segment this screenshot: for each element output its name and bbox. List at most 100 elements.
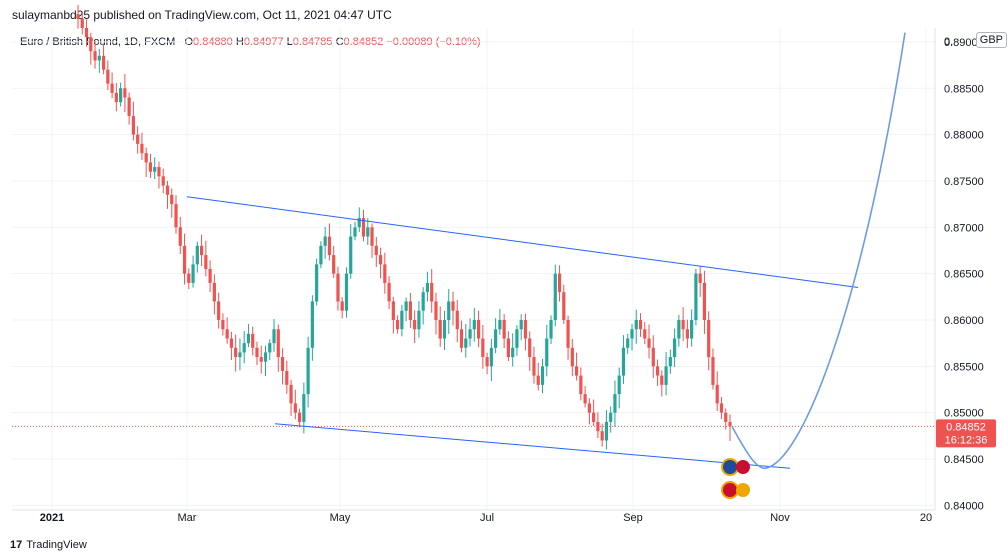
last-price-tag [936, 419, 996, 448]
candle-body [161, 176, 165, 186]
candle-body [472, 319, 476, 330]
candle-body [136, 134, 140, 144]
candle-body [221, 319, 225, 330]
candle-body [148, 162, 153, 172]
candle-body [668, 357, 672, 367]
candle-body [131, 116, 135, 135]
candle-body [647, 338, 651, 348]
candle-body [583, 394, 587, 404]
candle-body [157, 167, 161, 177]
candle-body [195, 245, 199, 265]
candle-body [609, 412, 613, 422]
candle-body [549, 319, 553, 339]
candle-body [630, 329, 634, 339]
candle-body [523, 319, 528, 339]
candle-body [199, 245, 204, 256]
candle-body [119, 88, 123, 103]
candle-body [592, 412, 596, 422]
x-tick-label: Mar [178, 512, 197, 524]
candle-body [212, 282, 216, 302]
candle-body [660, 375, 664, 385]
candle-body [489, 347, 493, 367]
candle-body [285, 370, 289, 385]
candle-body [442, 319, 447, 339]
candle-body [408, 301, 412, 320]
candle-body [557, 273, 562, 293]
candle-body [336, 273, 340, 302]
candle-body [101, 55, 106, 70]
candle-body [370, 227, 374, 246]
candle-body [297, 412, 302, 422]
candle-body [306, 347, 310, 395]
channel-upper-line [186, 196, 859, 289]
candle-body [711, 357, 715, 385]
candle-body [728, 421, 732, 427]
candle-body [225, 329, 229, 339]
candle-body [651, 347, 655, 367]
candle-body [344, 273, 349, 311]
candle-body [170, 194, 174, 205]
candle-body [553, 273, 557, 320]
candle-body [719, 403, 724, 413]
candle-body [293, 403, 297, 413]
candle-body [217, 301, 221, 320]
candle-body [681, 319, 685, 330]
candle-body [391, 301, 395, 320]
candle-body [511, 347, 515, 358]
candle-body [476, 319, 481, 339]
y-tick-label: 0.86500 [944, 269, 984, 281]
y-tick-label: 0.84000 [944, 500, 984, 512]
candle-body [621, 347, 626, 376]
candle-body [438, 319, 442, 339]
candle-body [182, 245, 187, 274]
candle-body [536, 375, 540, 385]
x-tick-label: Sep [623, 512, 643, 524]
y-tick-label: 0.88500 [944, 83, 984, 95]
candle-body [268, 343, 272, 353]
candle-body [707, 319, 711, 358]
candle-body [506, 338, 511, 358]
candle-body [110, 83, 114, 93]
publisher-header: sulaymanbd25 published on TradingView.co… [12, 8, 392, 22]
candle-body [540, 366, 545, 385]
x-tick-label: 20 [920, 512, 932, 524]
candle-body [349, 236, 353, 274]
candle-body [698, 273, 702, 283]
y-tick-label: 0.87000 [944, 222, 984, 234]
candle-body [310, 301, 314, 348]
candle-body [208, 269, 212, 283]
candle-body [178, 227, 182, 246]
candle-body [528, 338, 532, 358]
y-tick-label: 0.89000 [944, 37, 984, 49]
candle-body [89, 37, 93, 52]
x-tick-label: Nov [770, 512, 790, 524]
channel-lower-line [274, 423, 791, 469]
candle-body [114, 92, 118, 103]
candle-body [378, 255, 383, 265]
candle-body [153, 167, 157, 172]
candle-body [276, 329, 280, 358]
tradingview-logo-icon: 17 [10, 539, 23, 551]
candle-body [400, 310, 404, 330]
footer: 17 TradingView [10, 539, 87, 551]
candle-body [468, 329, 472, 339]
y-tick-label: 0.84500 [944, 454, 984, 466]
candle-body [340, 301, 344, 311]
candle-body [655, 366, 660, 376]
candle-body [204, 255, 208, 269]
projection-curve [731, 32, 906, 470]
currency-badge[interactable]: GBP [975, 32, 1007, 48]
candle-body [238, 352, 242, 358]
candle-body [600, 431, 604, 441]
candle-body [451, 301, 455, 311]
x-tick-label: Jul [480, 512, 494, 524]
candle-body [562, 292, 566, 320]
candle-body [357, 218, 361, 228]
candle-body [715, 384, 719, 404]
candle-body [280, 357, 285, 371]
candle-body [93, 51, 97, 61]
candle-body [327, 236, 332, 256]
candle-body [617, 375, 621, 395]
candle-body [579, 375, 583, 395]
